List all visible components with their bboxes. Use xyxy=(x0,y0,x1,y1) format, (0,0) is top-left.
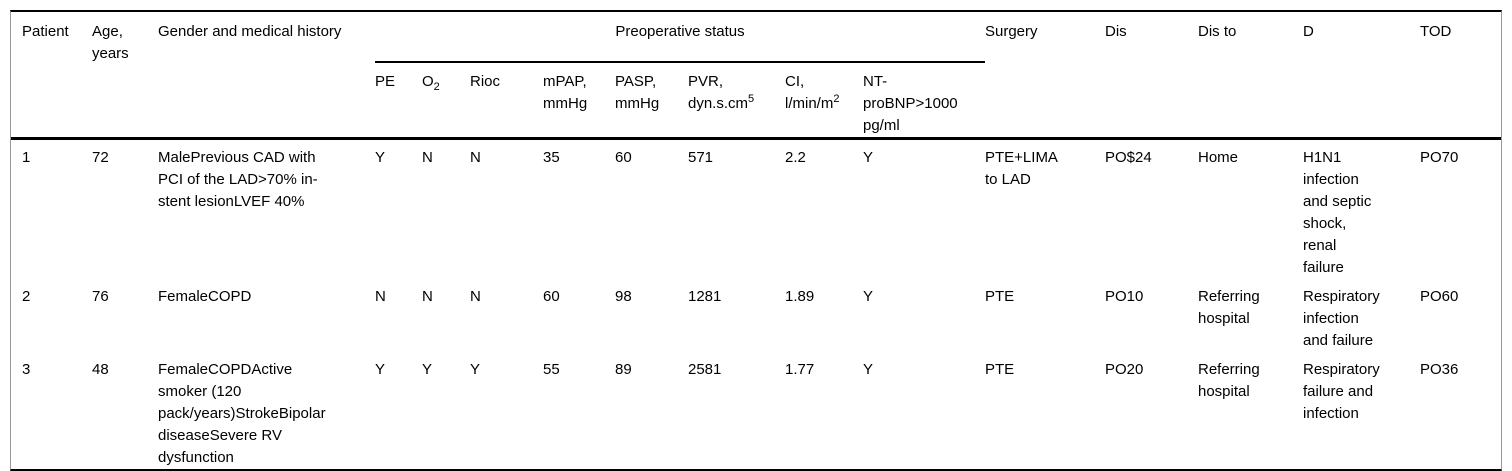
col-header-age: Age, years xyxy=(92,12,158,140)
cell-dis: PO$24 xyxy=(1105,149,1152,166)
cell-ntprobnp: Y xyxy=(863,361,874,378)
cell-age: 76 xyxy=(92,288,109,305)
table-row: 2 76 FemaleCOPD N N N 60 98 1281 1.89 Y … xyxy=(11,279,1501,352)
cell-dis: PO10 xyxy=(1105,288,1144,305)
col-header-gender-history: Gender and medical history xyxy=(158,12,375,140)
col-header-mpap: mPAP, mmHg xyxy=(543,62,615,140)
patients-table: Patient Age, years Gender and medical hi… xyxy=(11,12,1501,469)
col-header-dis-to: Dis to xyxy=(1198,12,1303,140)
cell-rioc: N xyxy=(470,288,481,305)
cell-pasp: 89 xyxy=(615,361,632,378)
cell-patient: 3 xyxy=(22,361,31,378)
cell-surgery: PTE+LIMA to LAD xyxy=(985,149,1058,188)
cell-patient: 1 xyxy=(22,149,31,166)
cell-dis-to: Referring hospital xyxy=(1198,288,1260,327)
cell-surgery: PTE xyxy=(985,361,1015,378)
cell-ntprobnp: Y xyxy=(863,149,874,166)
cell-surgery: PTE xyxy=(985,288,1015,305)
cell-d: Respiratory failure and infection xyxy=(1303,361,1380,422)
cell-d: H1N1 infection and septic shock, renal f… xyxy=(1303,149,1372,276)
col-header-o2: O2 xyxy=(422,62,470,140)
table-body: 1 72 MalePrevious CAD with PCI of the LA… xyxy=(11,139,1501,470)
cell-pasp: 98 xyxy=(615,288,632,305)
col-header-d: D xyxy=(1303,12,1420,140)
o2-label-base: O xyxy=(422,73,434,90)
cell-o2: Y xyxy=(422,361,433,378)
header-row-preop-subcolumns: PE O2 Rioc mPAP, mmHg PASP, mmHg PVR, dy… xyxy=(11,62,1501,140)
cell-ntprobnp: Y xyxy=(863,288,874,305)
cell-mpap: 55 xyxy=(543,361,560,378)
cell-dis: PO20 xyxy=(1105,361,1144,378)
cell-ci: 1.89 xyxy=(785,288,815,305)
ci-label-superscript: 2 xyxy=(833,93,840,105)
cell-age: 72 xyxy=(92,149,109,166)
cell-pe: Y xyxy=(375,361,386,378)
cell-o2: N xyxy=(422,149,433,166)
table-row: 3 48 FemaleCOPDActive smoker (120 pack/y… xyxy=(11,352,1501,469)
pvr-label-superscript: 5 xyxy=(748,93,755,105)
cell-gender-history: FemaleCOPDActive smoker (120 pack/years)… xyxy=(158,361,326,466)
cell-ci: 2.2 xyxy=(785,149,806,166)
col-header-pasp: PASP, mmHg xyxy=(615,62,688,140)
cell-rioc: Y xyxy=(470,361,481,378)
col-header-surgery: Surgery xyxy=(985,12,1105,140)
cell-pe: N xyxy=(375,288,386,305)
cell-tod: PO70 xyxy=(1420,149,1459,166)
cell-rioc: N xyxy=(470,149,481,166)
cell-mpap: 35 xyxy=(543,149,560,166)
cell-gender-history: FemaleCOPD xyxy=(158,288,252,305)
cell-dis-to: Referring hospital xyxy=(1198,361,1260,400)
col-header-pe: PE xyxy=(375,62,422,140)
cell-pvr: 571 xyxy=(688,149,714,166)
col-header-ci: CI, l/min/m2 xyxy=(785,62,863,140)
cell-pvr: 2581 xyxy=(688,361,722,378)
pvr-label-base: PVR, dyn.s.cm xyxy=(688,73,749,112)
o2-label-subscript: 2 xyxy=(433,81,440,93)
cell-patient: 2 xyxy=(22,288,31,305)
cell-pvr: 1281 xyxy=(688,288,722,305)
cell-ci: 1.77 xyxy=(785,361,815,378)
header-row-groups: Patient Age, years Gender and medical hi… xyxy=(11,12,1501,140)
col-header-tod: TOD xyxy=(1420,12,1501,140)
col-group-preoperative-status: Preoperative status xyxy=(375,12,985,63)
cell-pasp: 60 xyxy=(615,149,632,166)
cell-tod: PO36 xyxy=(1420,361,1459,378)
cell-o2: N xyxy=(422,288,433,305)
cell-gender-history: MalePrevious CAD with PCI of the LAD>70%… xyxy=(158,149,318,210)
cell-d: Respiratory infection and failure xyxy=(1303,288,1380,349)
col-header-ntprobnp: NT- proBNP>1000 pg/ml xyxy=(863,62,985,140)
cell-pe: Y xyxy=(375,149,386,166)
ci-label-base: CI, l/min/m xyxy=(785,73,834,112)
cell-age: 48 xyxy=(92,361,109,378)
cell-mpap: 60 xyxy=(543,288,560,305)
cell-tod: PO60 xyxy=(1420,288,1459,305)
col-header-patient: Patient xyxy=(11,12,92,140)
col-header-rioc: Rioc xyxy=(470,62,543,140)
table-header: Patient Age, years Gender and medical hi… xyxy=(11,12,1501,140)
col-header-dis: Dis xyxy=(1105,12,1198,140)
cell-dis-to: Home xyxy=(1198,149,1239,166)
col-header-pvr: PVR, dyn.s.cm5 xyxy=(688,62,785,140)
patients-table-frame: Patient Age, years Gender and medical hi… xyxy=(10,10,1502,471)
table-row: 1 72 MalePrevious CAD with PCI of the LA… xyxy=(11,139,1501,280)
